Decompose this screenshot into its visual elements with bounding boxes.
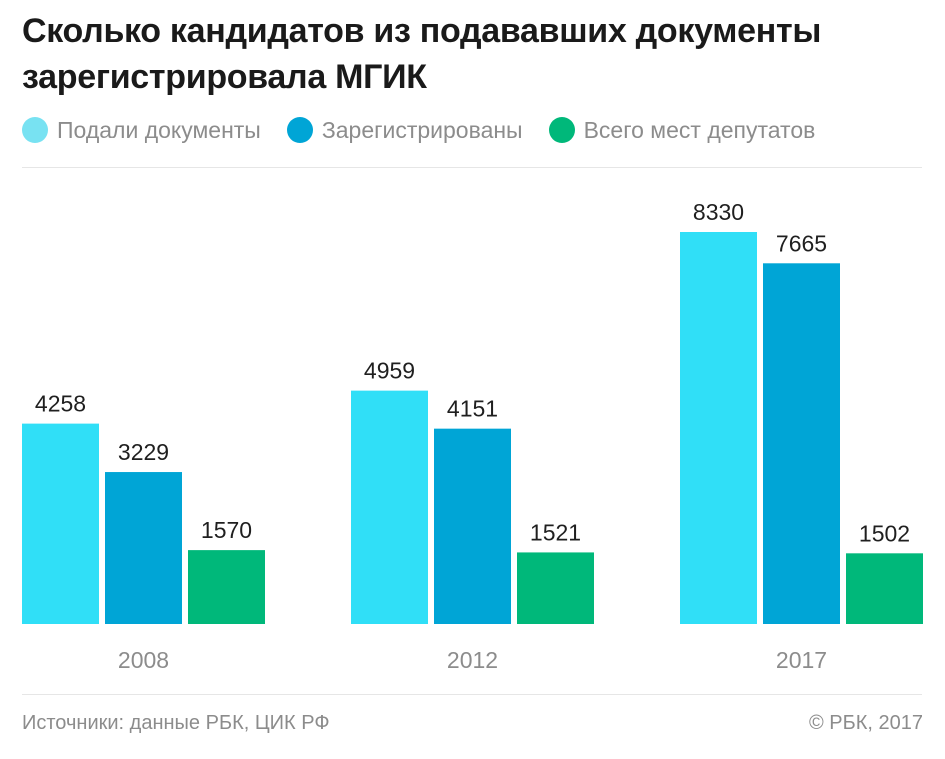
- bar-registered-2012: [434, 428, 511, 624]
- legend-label-submitted: Подали документы: [57, 116, 261, 143]
- category-label-2012: 2012: [447, 647, 498, 673]
- value-label-submitted-2008: 4258: [35, 391, 86, 417]
- legend-swatch-seats: [548, 117, 575, 143]
- bar-chart: 4258 3229 1570 2008 4959 4151 1521 2012 8330 7665…: [22, 199, 923, 673]
- category-label-2017: 2017: [776, 647, 827, 673]
- legend: Подали документы Зарегистрированы Всего …: [22, 114, 841, 146]
- value-label-seats-2017: 1502: [859, 520, 910, 546]
- bar-seats-2012: [517, 552, 594, 624]
- legend-item-registered: Зарегистрированы: [286, 116, 523, 144]
- value-label-submitted-2017: 8330: [693, 199, 744, 225]
- source-note: Источники: данные РБК, ЦИК РФ: [22, 712, 330, 734]
- chart-title: Сколько кандидатов из подававших докумен…: [22, 8, 922, 100]
- bar-submitted-2008: [22, 423, 99, 624]
- value-label-registered-2017: 7665: [776, 230, 827, 256]
- bar-registered-2008: [105, 472, 182, 624]
- copyright-note: © РБК, 2017: [808, 712, 923, 734]
- legend-item-seats: Всего мест депутатов: [548, 116, 816, 144]
- value-label-seats-2008: 1570: [201, 517, 252, 543]
- bar-seats-2008: [188, 550, 265, 624]
- bar-submitted-2017: [680, 232, 757, 624]
- legend-label-seats: Всего мест депутатов: [583, 116, 816, 143]
- bar-seats-2017: [846, 553, 923, 624]
- legend-swatch-submitted: [22, 117, 48, 143]
- bar-registered-2017: [763, 263, 840, 624]
- legend-swatch-registered: [286, 117, 313, 143]
- chart-title-line-2: зарегистрировала МГИК: [22, 58, 427, 96]
- value-label-registered-2008: 3229: [118, 439, 169, 465]
- bar-submitted-2012: [351, 390, 428, 624]
- legend-item-submitted: Подали документы: [22, 117, 261, 144]
- value-label-seats-2012: 1521: [530, 519, 581, 545]
- value-label-submitted-2012: 4959: [364, 358, 415, 384]
- top-divider: [22, 167, 922, 168]
- value-label-registered-2012: 4151: [447, 396, 498, 422]
- legend-label-registered: Зарегистрированы: [321, 116, 523, 143]
- chart-title-line-1: Сколько кандидатов из подававших докумен…: [22, 12, 822, 50]
- bottom-divider: [22, 694, 922, 695]
- category-label-2008: 2008: [118, 647, 169, 673]
